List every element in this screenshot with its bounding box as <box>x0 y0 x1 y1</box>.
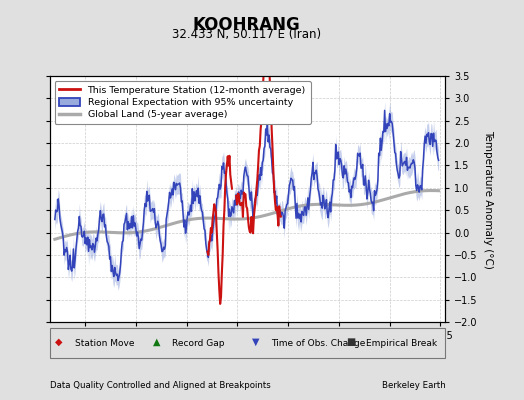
Text: Station Move: Station Move <box>75 338 135 348</box>
Text: Berkeley Earth: Berkeley Earth <box>381 381 445 390</box>
Text: ▲: ▲ <box>153 336 160 346</box>
Y-axis label: Temperature Anomaly (°C): Temperature Anomaly (°C) <box>484 130 494 268</box>
Text: ▼: ▼ <box>252 336 259 346</box>
Text: Data Quality Controlled and Aligned at Breakpoints: Data Quality Controlled and Aligned at B… <box>50 381 270 390</box>
Text: 32.433 N, 50.117 E (Iran): 32.433 N, 50.117 E (Iran) <box>172 28 321 41</box>
Text: ◆: ◆ <box>56 336 63 346</box>
Text: ■: ■ <box>346 336 355 346</box>
Legend: This Temperature Station (12-month average), Regional Expectation with 95% uncer: This Temperature Station (12-month avera… <box>54 81 311 124</box>
Text: KOOHRANG: KOOHRANG <box>192 16 300 34</box>
Text: Record Gap: Record Gap <box>172 338 225 348</box>
Text: Time of Obs. Change: Time of Obs. Change <box>271 338 366 348</box>
Text: Empirical Break: Empirical Break <box>366 338 438 348</box>
